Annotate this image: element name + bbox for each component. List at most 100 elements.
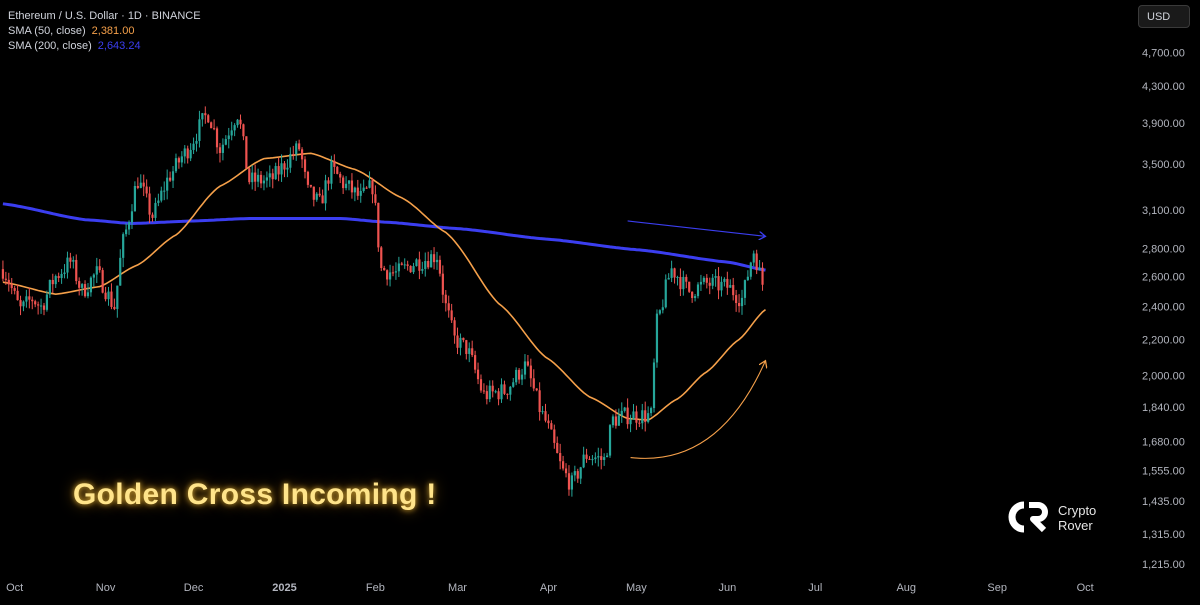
candle-body (37, 304, 40, 306)
candle-body (160, 190, 163, 201)
candle-body (280, 163, 283, 175)
candle-body (737, 303, 741, 307)
candle-body (256, 174, 260, 182)
candle-body (582, 454, 585, 468)
x-tick-label: Jul (808, 582, 822, 594)
candle-body (474, 355, 477, 370)
candle-body (714, 276, 717, 278)
candle-body (556, 442, 559, 454)
candle-body (13, 288, 16, 291)
candle-body (336, 166, 339, 174)
candle-body (658, 310, 661, 314)
legend-sma50: SMA (50, close) 2,381.00 (8, 24, 201, 39)
candle-body (717, 276, 720, 291)
candle-body (174, 158, 178, 172)
candle-body (456, 335, 459, 348)
candle-body (171, 171, 175, 181)
x-tick-label: Feb (366, 582, 385, 594)
y-tick-label: 2,400.00 (1142, 302, 1185, 314)
candle-body (192, 143, 195, 150)
candle-body (350, 180, 354, 193)
candle-body (277, 166, 280, 175)
candle-body (515, 369, 518, 383)
y-tick-label: 3,100.00 (1142, 205, 1185, 217)
candle-body (427, 261, 430, 268)
candle-body (169, 177, 172, 181)
candle-body (300, 149, 304, 160)
candle-body (693, 296, 697, 298)
candle-body (617, 415, 620, 426)
candle-body (186, 148, 189, 159)
candle-body (705, 277, 708, 283)
candle-body (344, 183, 348, 189)
candle-body (538, 390, 541, 413)
y-tick-label: 2,600.00 (1142, 271, 1185, 283)
candle-body (239, 119, 242, 125)
candle-body (227, 135, 230, 140)
candle-body (441, 273, 444, 295)
candle-body (485, 391, 488, 400)
candle-body (535, 388, 538, 391)
candle-body (298, 143, 301, 150)
candle-body (600, 456, 603, 460)
candle-body (579, 467, 582, 479)
candle-body (755, 253, 758, 271)
candle-body (254, 172, 257, 182)
candle-body (119, 257, 122, 286)
candle-body (104, 292, 107, 300)
y-tick-label: 4,700.00 (1142, 47, 1185, 59)
candle-body (292, 154, 295, 156)
sma50-trend-arrow (630, 361, 766, 459)
candle-body (761, 267, 764, 285)
candle-body (588, 458, 591, 460)
candle-body (374, 194, 377, 203)
brand-logo: Crypto Rover (1004, 500, 1114, 536)
candle-body (743, 280, 747, 298)
candle-body (711, 277, 714, 286)
candle-body (544, 411, 547, 421)
candle-body (101, 270, 104, 293)
candle-body (125, 229, 128, 235)
candle-body (500, 384, 503, 400)
candle-body (518, 369, 521, 380)
candle-body (139, 182, 142, 188)
candle-body (309, 184, 312, 187)
y-tick-label: 4,300.00 (1142, 81, 1185, 93)
candle-body (57, 276, 60, 279)
candle-body (647, 413, 650, 422)
candle-body (83, 284, 87, 297)
currency-button[interactable]: USD (1138, 5, 1190, 28)
legend-sma200: SMA (200, close) 2,643.24 (8, 39, 201, 54)
x-tick-label: Jun (718, 582, 736, 594)
candle-body (245, 136, 248, 169)
candle-body (497, 391, 500, 400)
candle-body (720, 281, 723, 291)
y-tick-label: 1,435.00 (1142, 496, 1185, 508)
candle-body (207, 115, 210, 123)
candle-body (51, 279, 54, 285)
candle-body (198, 119, 201, 141)
candle-body (708, 282, 711, 286)
candle-body (353, 187, 356, 193)
candle-body (177, 158, 181, 163)
candle-body (78, 281, 81, 288)
candle-body (333, 160, 336, 167)
candle-body (274, 166, 277, 180)
candle-body (409, 265, 412, 273)
candle-body (221, 144, 224, 153)
candle-body (72, 259, 75, 262)
candle-body (151, 214, 154, 218)
candle-body (66, 257, 69, 273)
candle-body (591, 459, 594, 461)
candle-body (39, 305, 43, 307)
candle-body (362, 187, 365, 191)
candle-body (98, 266, 101, 271)
candle-body (89, 277, 93, 293)
candle-body (758, 267, 761, 271)
candle-body (450, 310, 453, 321)
candle-body (444, 294, 447, 304)
candle-body (60, 273, 63, 279)
y-tick-label: 3,900.00 (1142, 118, 1185, 130)
candle-body (113, 306, 116, 309)
